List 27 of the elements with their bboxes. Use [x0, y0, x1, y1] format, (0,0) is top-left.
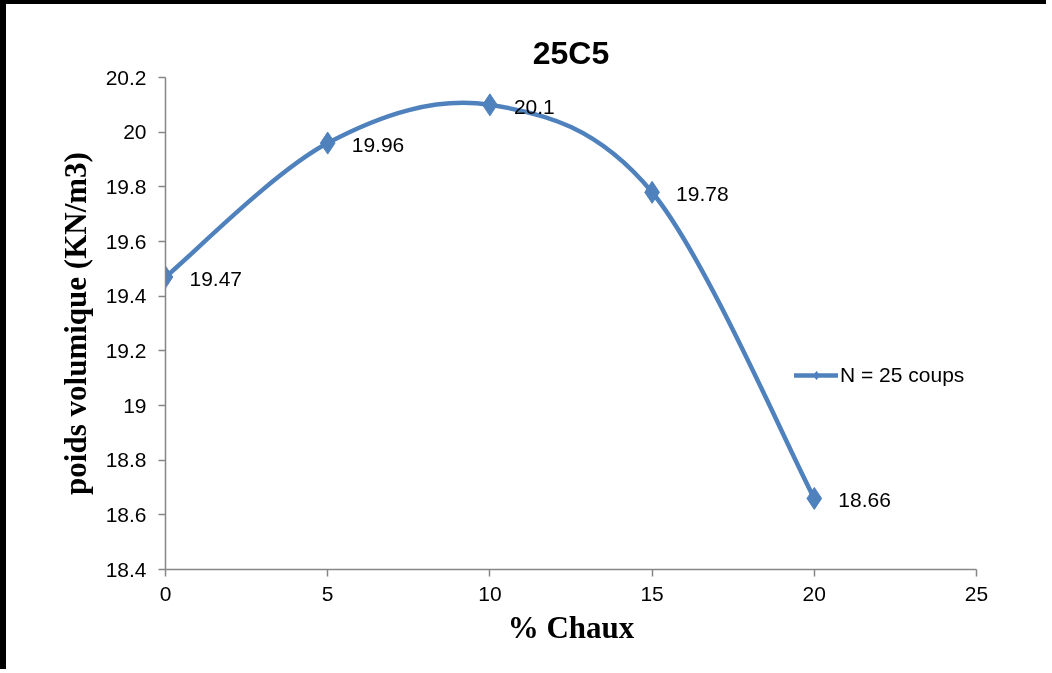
data-label: 18.66 — [838, 488, 891, 512]
y-axis-title: poids volumique (KN/m3) — [57, 152, 93, 495]
chart-title: 25C5 — [532, 34, 610, 71]
x-tick-label: 20 — [802, 581, 826, 605]
y-tick-label: 19.6 — [105, 229, 147, 253]
x-tick-label: 5 — [321, 581, 334, 605]
x-tick-label: 10 — [478, 581, 502, 605]
data-label: 19.96 — [351, 133, 405, 157]
y-tick-label: 19 — [123, 393, 147, 417]
y-tick-label: 18.4 — [105, 557, 147, 581]
x-tick-label: 0 — [159, 581, 172, 605]
data-label: 19.78 — [676, 182, 729, 206]
x-tick-label: 15 — [640, 581, 664, 605]
y-tick-label: 19.8 — [105, 174, 147, 198]
y-tick-label: 19.2 — [105, 338, 147, 362]
data-label: 20.1 — [513, 94, 555, 118]
y-tick-label: 20.2 — [105, 65, 147, 89]
data-label: 19.47 — [189, 267, 243, 291]
legend-label: N = 25 coups — [840, 363, 965, 387]
y-tick-label: 20 — [123, 120, 147, 144]
x-tick-label: 25 — [964, 581, 989, 605]
point — [319, 131, 336, 155]
y-tick-label: 18.6 — [105, 502, 147, 526]
point — [806, 486, 823, 510]
y-tick-label: 18.8 — [105, 448, 147, 472]
y-tick-label: 19.4 — [105, 284, 147, 308]
x-axis-title: % Chaux — [507, 609, 635, 645]
